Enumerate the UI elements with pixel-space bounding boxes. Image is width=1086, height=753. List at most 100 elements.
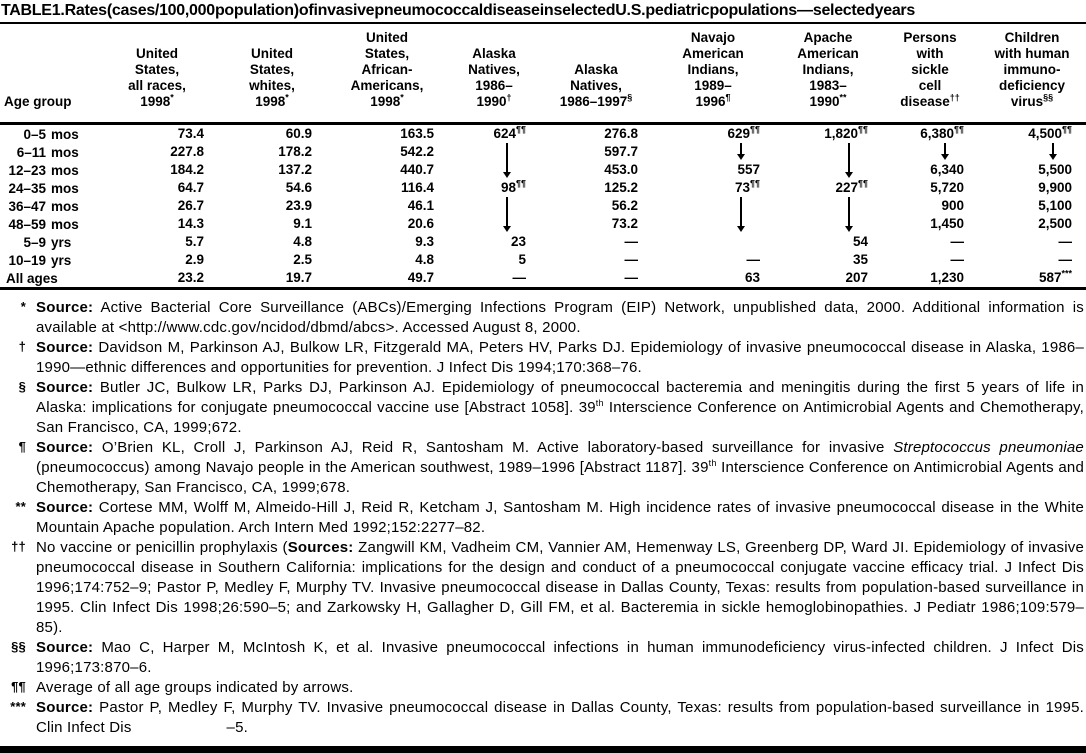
- table-cell: —: [652, 251, 774, 269]
- column-header-year: 1998: [370, 94, 401, 109]
- cell-footnote-marker: ¶¶: [857, 178, 868, 189]
- cell-value: 9,900: [1038, 180, 1072, 195]
- column-header-line: American: [797, 46, 859, 61]
- table-cell: [774, 161, 882, 179]
- column-header-year: 1998: [140, 94, 171, 109]
- footnote-superscript: th: [708, 458, 717, 468]
- footnote: † Source: Davidson M, Parkinson AJ, Bulko…: [2, 338, 1084, 378]
- cell-value: 1,820¶¶: [824, 124, 868, 141]
- cell-value: 624¶¶: [493, 124, 526, 141]
- table-cell: 178.2: [218, 143, 326, 161]
- table-cell: 4.8: [218, 233, 326, 251]
- footnote-marker: §: [18, 379, 26, 394]
- column-header-footnote-marker: †: [506, 92, 512, 103]
- age-range: 48–59: [8, 216, 46, 232]
- footnote-superscript: th: [595, 398, 604, 408]
- cell-value: 20.6: [407, 216, 434, 231]
- footnote-text: Source: Pastor P, Medley F, Murphy TV. I…: [36, 698, 1084, 738]
- column-header-year: 1990: [809, 94, 840, 109]
- footnote-text: Source: Butler JC, Bulkow LR, Parks DJ, …: [36, 378, 1084, 438]
- column-header: United States, all races, 1998*: [96, 24, 218, 125]
- column-header: Alaska Natives, 1986– 1990†: [448, 24, 540, 125]
- arrow-shaft-line: [506, 161, 508, 172]
- column-header-footnote-marker: **: [839, 92, 847, 103]
- table-cell: 2.9: [96, 251, 218, 269]
- table-cell: 4,500¶¶: [978, 124, 1086, 144]
- column-header-line: States,: [364, 46, 410, 61]
- column-header: Persons with sickle cell disease††: [882, 24, 978, 125]
- footnote-source-label: Source:: [36, 439, 94, 456]
- cell-value: —: [1058, 234, 1073, 249]
- cell-value: 9.1: [293, 216, 312, 231]
- cell-footnote-marker: ¶¶: [1061, 124, 1072, 135]
- age-unit: mos: [51, 180, 79, 196]
- footnote-italic-text: Streptococcus pneumoniae: [893, 439, 1084, 456]
- table-cell: —: [448, 269, 540, 290]
- table-cell: 125.2: [540, 179, 652, 197]
- arrow-head-tip: [1049, 154, 1057, 160]
- column-header-year: 1990: [476, 94, 507, 109]
- footnote-marker: **: [15, 499, 26, 514]
- table-cell: 624¶¶: [448, 124, 540, 144]
- footnote-marker: *: [20, 299, 26, 314]
- column-header-line: 1986–: [475, 78, 513, 93]
- cell-value: 23.2: [177, 270, 204, 285]
- arrow-down-icon: [448, 143, 540, 161]
- footnote-segment: Zangwill KM, Vadheim CM, Vannier AM, Hem…: [36, 539, 1084, 636]
- table-cell: 73.2: [540, 215, 652, 233]
- table-cell: 56.2: [540, 197, 652, 215]
- table-cell: —: [540, 269, 652, 290]
- column-header-line: with: [916, 46, 944, 61]
- table-cell: —: [540, 251, 652, 269]
- arrow-head-tip: [941, 154, 949, 160]
- footnote-text: Source: O’Brien KL, Croll J, Parkinson A…: [36, 438, 1084, 498]
- table-cell: [978, 143, 1086, 161]
- footnote-source-label: Source:: [36, 299, 94, 316]
- arrow-down-icon: [774, 215, 882, 233]
- rates-table: Age group United States, all races, 1998* Un…: [0, 24, 1086, 290]
- column-header-line: Natives,: [468, 62, 520, 77]
- column-header-year: disease: [900, 94, 950, 109]
- column-header-line: United: [366, 30, 408, 45]
- arrow-head-tip: [845, 172, 853, 178]
- cell-value: 2,500: [1038, 216, 1072, 231]
- column-header-footnote-marker: §§: [1043, 92, 1054, 103]
- column-header-line: Alaska: [472, 46, 516, 61]
- cell-value: 900: [941, 198, 964, 213]
- footnote-segment: (pneumococcus) among Navajo people in th…: [36, 459, 709, 476]
- table-cell: 629¶¶: [652, 124, 774, 144]
- cell-value: 2.9: [185, 252, 204, 267]
- cell-value: 49.7: [407, 270, 434, 285]
- column-header: Navajo American Indians, 1989– 1996¶: [652, 24, 774, 125]
- arrow-shaft-line: [740, 215, 742, 226]
- arrow-shaft-line: [506, 215, 508, 226]
- arrow-shaft-line: [506, 143, 508, 161]
- column-header-line: Indians,: [687, 62, 739, 77]
- cell-value: 116.4: [400, 180, 434, 195]
- age-unit: yrs: [51, 252, 72, 268]
- table-cell: [448, 197, 540, 215]
- column-header-year-line: disease††: [882, 93, 978, 110]
- table-cell: 54: [774, 233, 882, 251]
- age-range: 24–35: [8, 180, 46, 196]
- age-group-cell: 0–5 mos: [0, 124, 96, 144]
- cell-value: 73.4: [177, 126, 204, 141]
- column-header-line: 1983–: [809, 78, 847, 93]
- cell-value: 64.7: [177, 180, 204, 195]
- column-header: United States, whites, 1998*: [218, 24, 326, 125]
- table-cell: 23.9: [218, 197, 326, 215]
- cell-footnote-marker: ***: [1061, 268, 1072, 279]
- arrow-shaft-line: [740, 197, 742, 215]
- footnote-marker: ††: [11, 539, 26, 554]
- table-cell: 20.6: [326, 215, 448, 233]
- cell-value: 73.2: [611, 216, 638, 231]
- arrow-down-icon: [774, 161, 882, 179]
- cell-value: 2.5: [293, 252, 312, 267]
- table-cell: 440.7: [326, 161, 448, 179]
- table-cell: 73.4: [96, 124, 218, 144]
- column-header-line: Indians,: [802, 62, 854, 77]
- cell-value: 63: [744, 270, 760, 285]
- table-cell: [448, 161, 540, 179]
- cell-value: 6,380¶¶: [920, 124, 964, 141]
- column-header-line: Navajo: [690, 30, 736, 45]
